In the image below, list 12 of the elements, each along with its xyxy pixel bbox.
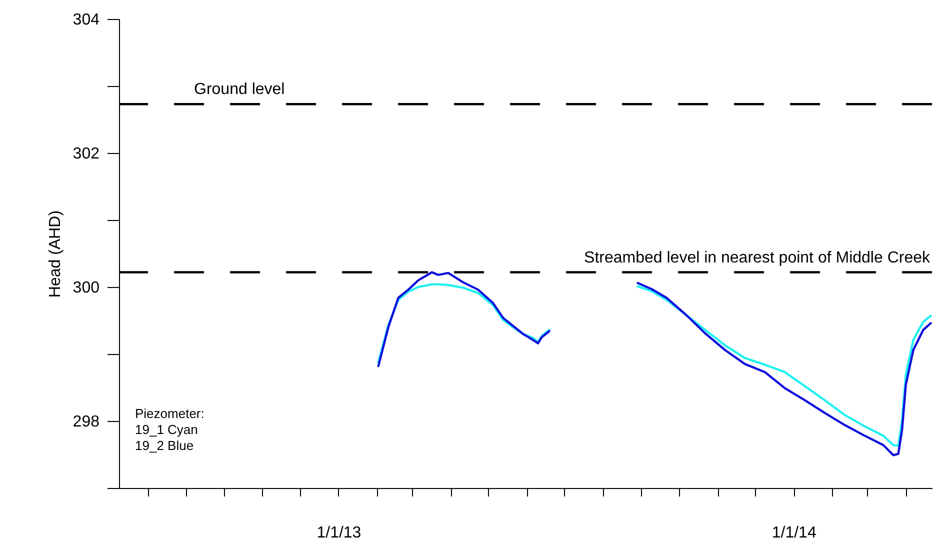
annotation: Piezometer: bbox=[135, 406, 204, 421]
y-tick-label: 300 bbox=[72, 280, 100, 296]
y-tick-label: 298 bbox=[72, 414, 100, 430]
y-tick-label: 304 bbox=[72, 12, 100, 28]
x-tick-label: 1/1/14 bbox=[772, 524, 816, 542]
annotation: 19_2 Blue bbox=[135, 438, 194, 453]
y-tick-label: 302 bbox=[72, 146, 100, 162]
ref-line-label: Streambed level in nearest point of Middle Creek bbox=[584, 249, 931, 266]
ref-line-label: Ground level bbox=[194, 81, 285, 98]
x-tick-label: 1/1/13 bbox=[316, 524, 362, 542]
annotation: 19_1 Cyan bbox=[135, 422, 198, 437]
y-axis-title: Head (AHD) bbox=[46, 210, 64, 298]
